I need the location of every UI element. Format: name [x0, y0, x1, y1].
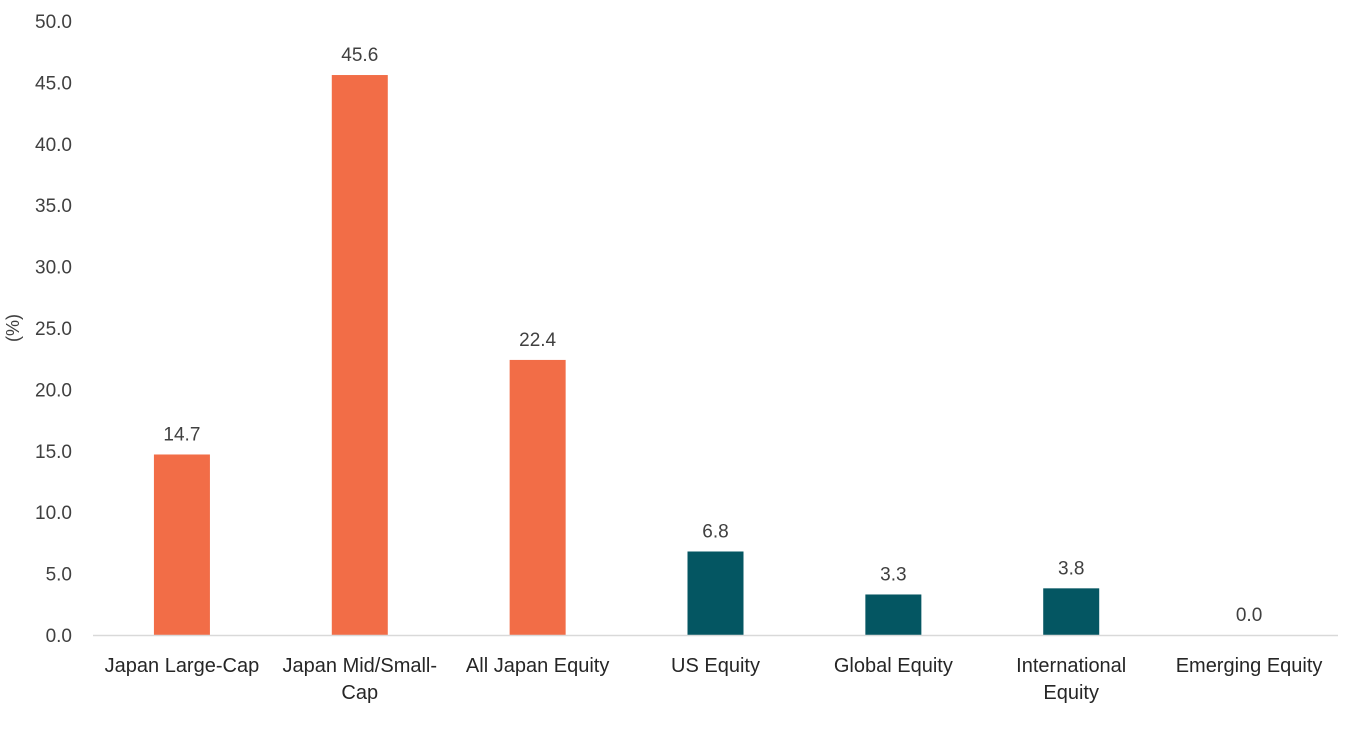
y-tick-label: 40.0	[35, 135, 72, 156]
x-tick-label: Japan Mid/Small-Cap	[283, 655, 438, 704]
bar	[1043, 588, 1100, 635]
data-label: 14.7	[163, 424, 200, 445]
y-tick-label: 15.0	[35, 442, 72, 463]
data-label: 3.8	[1058, 558, 1084, 579]
data-label: 6.8	[702, 521, 728, 542]
x-tick-label: US Equity	[671, 655, 760, 677]
y-tick-label: 5.0	[46, 565, 72, 586]
bar	[687, 551, 744, 635]
y-tick-label: 35.0	[35, 196, 72, 217]
bar	[509, 359, 566, 635]
y-tick-label: 10.0	[35, 503, 72, 524]
bar	[331, 75, 388, 636]
data-label: 0.0	[1236, 605, 1262, 626]
bar	[153, 454, 210, 635]
x-tick-label: International Equity	[1016, 655, 1126, 704]
data-label: 22.4	[519, 330, 556, 351]
data-label: 3.3	[880, 564, 906, 585]
y-tick-label: 45.0	[35, 73, 72, 94]
x-axis: Japan Large-Cap Japan Mid/Small-Cap All Ja…	[93, 634, 1338, 704]
y-tick-label: 25.0	[35, 319, 72, 340]
value-labels: 14.7 45.6 22.4 6.8 3.3 3.8 0.0	[163, 45, 1262, 626]
y-tick-label: 30.0	[35, 258, 72, 279]
y-axis-title: (%)	[3, 314, 23, 342]
bar	[865, 594, 922, 635]
y-tick-label: 0.0	[46, 626, 72, 647]
bars	[153, 75, 1100, 636]
y-tick-label: 20.0	[35, 380, 72, 401]
x-tick-label: Global Equity	[834, 655, 953, 677]
x-tick-label: Emerging Equity	[1176, 655, 1323, 677]
y-axis: 0.0 5.0 10.0 15.0 20.0 25.0 30.0 35.0 40.0 45.0 50…	[35, 12, 72, 647]
x-tick-label: Japan Large-Cap	[105, 655, 260, 677]
data-label: 45.6	[341, 45, 378, 66]
y-tick-label: 50.0	[35, 12, 72, 33]
x-tick-label: All Japan Equity	[466, 655, 609, 677]
